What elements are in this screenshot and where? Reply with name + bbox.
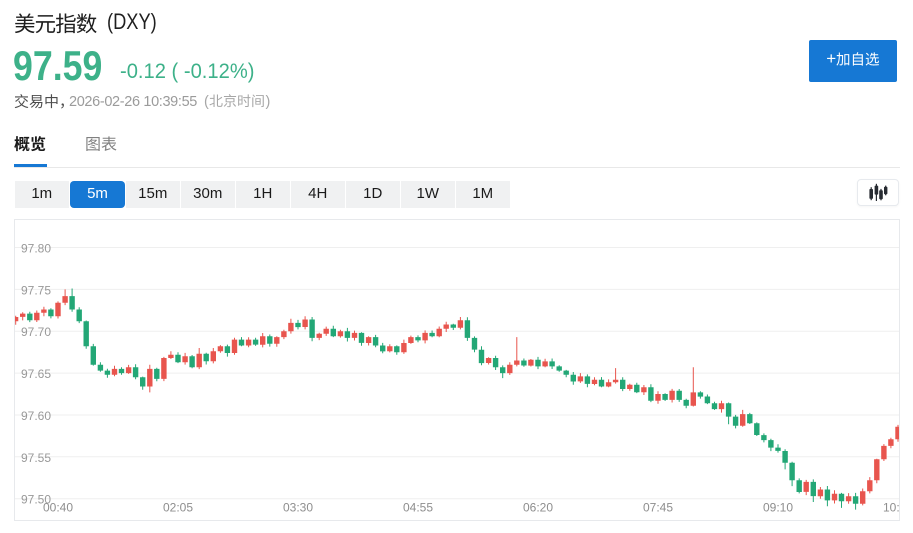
svg-text:02:05: 02:05 <box>163 501 193 515</box>
svg-text:97.50: 97.50 <box>21 493 51 507</box>
svg-text:97.75: 97.75 <box>21 283 51 297</box>
svg-text:97.55: 97.55 <box>21 451 51 465</box>
svg-text:97.65: 97.65 <box>21 367 51 381</box>
svg-text:03:30: 03:30 <box>283 501 313 515</box>
svg-text:10:35: 10:35 <box>883 501 899 515</box>
svg-text:04:55: 04:55 <box>403 501 433 515</box>
svg-text:97.70: 97.70 <box>21 325 51 339</box>
svg-text:97.80: 97.80 <box>21 242 51 256</box>
svg-text:97.60: 97.60 <box>21 409 51 423</box>
svg-text:00:40: 00:40 <box>43 501 73 515</box>
svg-text:09:10: 09:10 <box>763 501 793 515</box>
svg-text:07:45: 07:45 <box>643 501 673 515</box>
svg-text:06:20: 06:20 <box>523 501 553 515</box>
